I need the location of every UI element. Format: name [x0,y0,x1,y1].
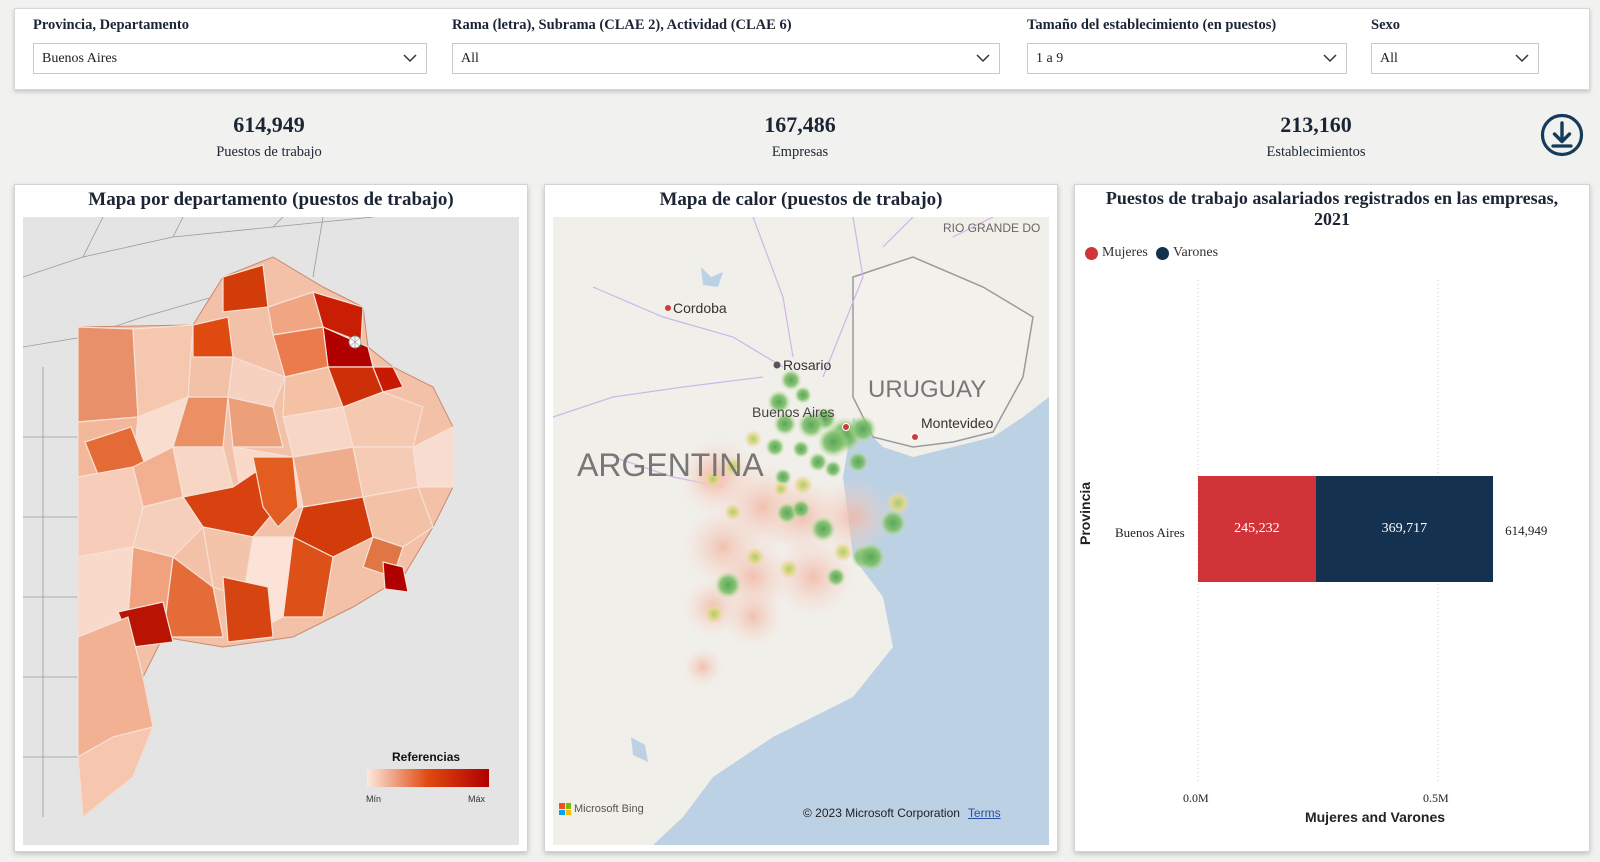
heat-map-panel: Mapa de calor (puestos de trabajo) [544,184,1058,852]
department-map-panel: Mapa por departamento (puestos de trabaj… [14,184,528,852]
microsoft-logo-icon [559,803,571,815]
x-tick-1: 0.5M [1423,791,1449,805]
legend-label-mujeres: Mujeres [1102,245,1148,260]
kpi-puestos: 614,949 Puestos de trabajo [159,112,379,161]
heat-map-title: Mapa de calor (puestos de trabajo) [659,189,943,210]
legend-label-varones: Varones [1173,245,1219,260]
kpi-establecimientos-value: 213,160 [1280,112,1352,137]
download-button[interactable] [1540,113,1584,157]
filter-label-rama: Rama (letra), Subrama (CLAE 2), Activida… [452,17,792,33]
microsoft-bing-logo: Microsoft Bing [559,803,644,815]
map-label-argentina: ARGENTINA [577,447,764,483]
category-label: Buenos Aires [1115,525,1185,540]
map-copyright: © 2023 Microsoft Corporation Terms [803,806,1001,820]
filter-label-tamano: Tamaño del establecimiento (en puestos) [1027,17,1277,33]
x-axis-title: Mujeres and Varones [1304,809,1446,825]
map-label-uruguay: URUGUAY [868,376,987,403]
bar-label-varones: 369,717 [1381,521,1428,536]
chevron-down-icon [1515,54,1529,63]
provincia-dropdown[interactable]: Buenos Aires [33,43,427,74]
bar-segment-mujeres[interactable]: 245,232 [1198,476,1316,582]
rama-dropdown[interactable]: All [452,43,1000,74]
legend-dot-mujeres [1085,246,1098,260]
legend-item-varones[interactable]: Varones [1156,245,1218,261]
map-legend-gradient [367,769,489,787]
map-label-rio-grande: RIO GRANDE DO [943,221,1041,235]
chevron-down-icon [403,54,417,63]
map-legend-min: Mín [366,794,382,804]
provincia-dropdown-value: Buenos Aires [42,51,118,66]
copyright-text: © 2023 Microsoft Corporation [803,806,960,820]
map-label-rosario: Rosario [783,357,832,373]
x-tick-0: 0.0M [1183,791,1209,805]
kpi-empresas-label: Empresas [771,144,829,160]
bar-chart-panel: Puestos de trabajo asalariados registrad… [1074,184,1590,852]
sexo-dropdown[interactable]: All [1371,43,1539,74]
bar-segment-varones[interactable]: 369,717 [1315,476,1494,582]
download-circle-icon [1540,113,1584,157]
department-map-svg [23,217,519,845]
chevron-down-icon [1323,54,1337,63]
rama-dropdown-value: All [461,51,479,66]
map-legend-max: Máx [468,794,486,804]
map-legend-title: Referencias [392,750,461,764]
heat-map-svg [553,217,1049,845]
filter-label-sexo: Sexo [1371,17,1400,33]
map-label-cordoba: Cordoba [673,300,727,316]
bar-total-label: 614,949 [1505,523,1548,538]
filter-label-provincia: Provincia, Departamento [33,17,189,33]
sexo-dropdown-value: All [1380,51,1398,66]
bar-chart-title-line1: Puestos de trabajo asalariados registrad… [1105,188,1559,208]
map-label-montevideo: Montevideo [921,415,994,431]
tamano-dropdown-value: 1 a 9 [1036,51,1064,66]
map-label-buenos-aires: Buenos Aires [752,404,835,420]
kpi-puestos-label: Puestos de trabajo [216,144,322,160]
department-map[interactable]: Referencias Mín Máx [23,217,519,845]
kpi-establecimientos: 213,160 Establecimientos [1206,112,1426,161]
y-axis-title: Provincia [1077,481,1093,545]
chevron-down-icon [976,54,990,63]
bar-chart-title-line2: 2021 [1314,209,1350,229]
heat-map[interactable]: Cordoba Rosario Buenos Aires URUGUAY Mon… [553,217,1049,845]
tamano-dropdown[interactable]: 1 a 9 [1027,43,1347,74]
kpi-establecimientos-label: Establecimientos [1266,144,1366,160]
terms-link[interactable]: Terms [967,806,1001,820]
department-map-title: Mapa por departamento (puestos de trabaj… [88,189,454,210]
kpi-empresas-value: 167,486 [764,112,836,137]
legend-dot-varones [1156,246,1169,260]
kpi-empresas: 167,486 Empresas [690,112,910,161]
bing-text: Microsoft Bing [574,803,644,815]
filter-bar: Provincia, Departamento Buenos Aires Ram… [14,8,1590,90]
bar-label-mujeres: 245,232 [1234,521,1280,536]
kpi-puestos-value: 614,949 [233,112,305,137]
legend-item-mujeres[interactable]: Mujeres [1085,245,1148,261]
